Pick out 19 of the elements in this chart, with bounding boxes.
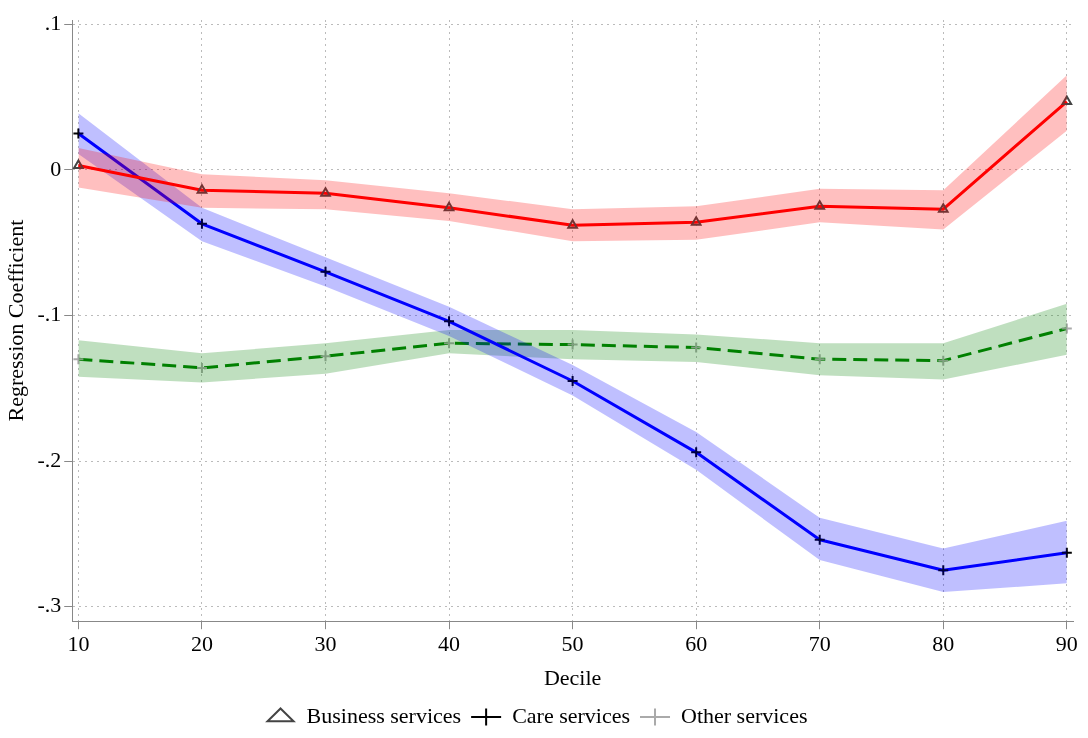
legend-label: Business services bbox=[306, 702, 462, 728]
x-tick-label: 20 bbox=[190, 631, 213, 657]
y-tick-label: -.1 bbox=[37, 301, 62, 327]
y-axis-title: Regression Coefficient bbox=[2, 219, 28, 422]
y-tick-label: -.2 bbox=[37, 446, 62, 472]
x-tick-label: 80 bbox=[932, 631, 955, 657]
x-tick-label: 70 bbox=[808, 631, 831, 657]
legend-label: Other services bbox=[681, 702, 808, 728]
x-tick-label: 10 bbox=[67, 631, 90, 657]
legend-label: Care services bbox=[512, 702, 631, 728]
x-tick-label: 50 bbox=[561, 631, 584, 657]
x-tick-label: 30 bbox=[314, 631, 337, 657]
y-tick-label: .1 bbox=[44, 10, 62, 36]
x-tick-label: 40 bbox=[438, 631, 461, 657]
y-tick-label: -.3 bbox=[37, 592, 62, 618]
x-tick-label: 90 bbox=[1055, 631, 1078, 657]
y-tick-label: 0 bbox=[50, 155, 62, 181]
x-tick-label: 60 bbox=[685, 631, 708, 657]
x-axis-title: Decile bbox=[543, 664, 602, 690]
